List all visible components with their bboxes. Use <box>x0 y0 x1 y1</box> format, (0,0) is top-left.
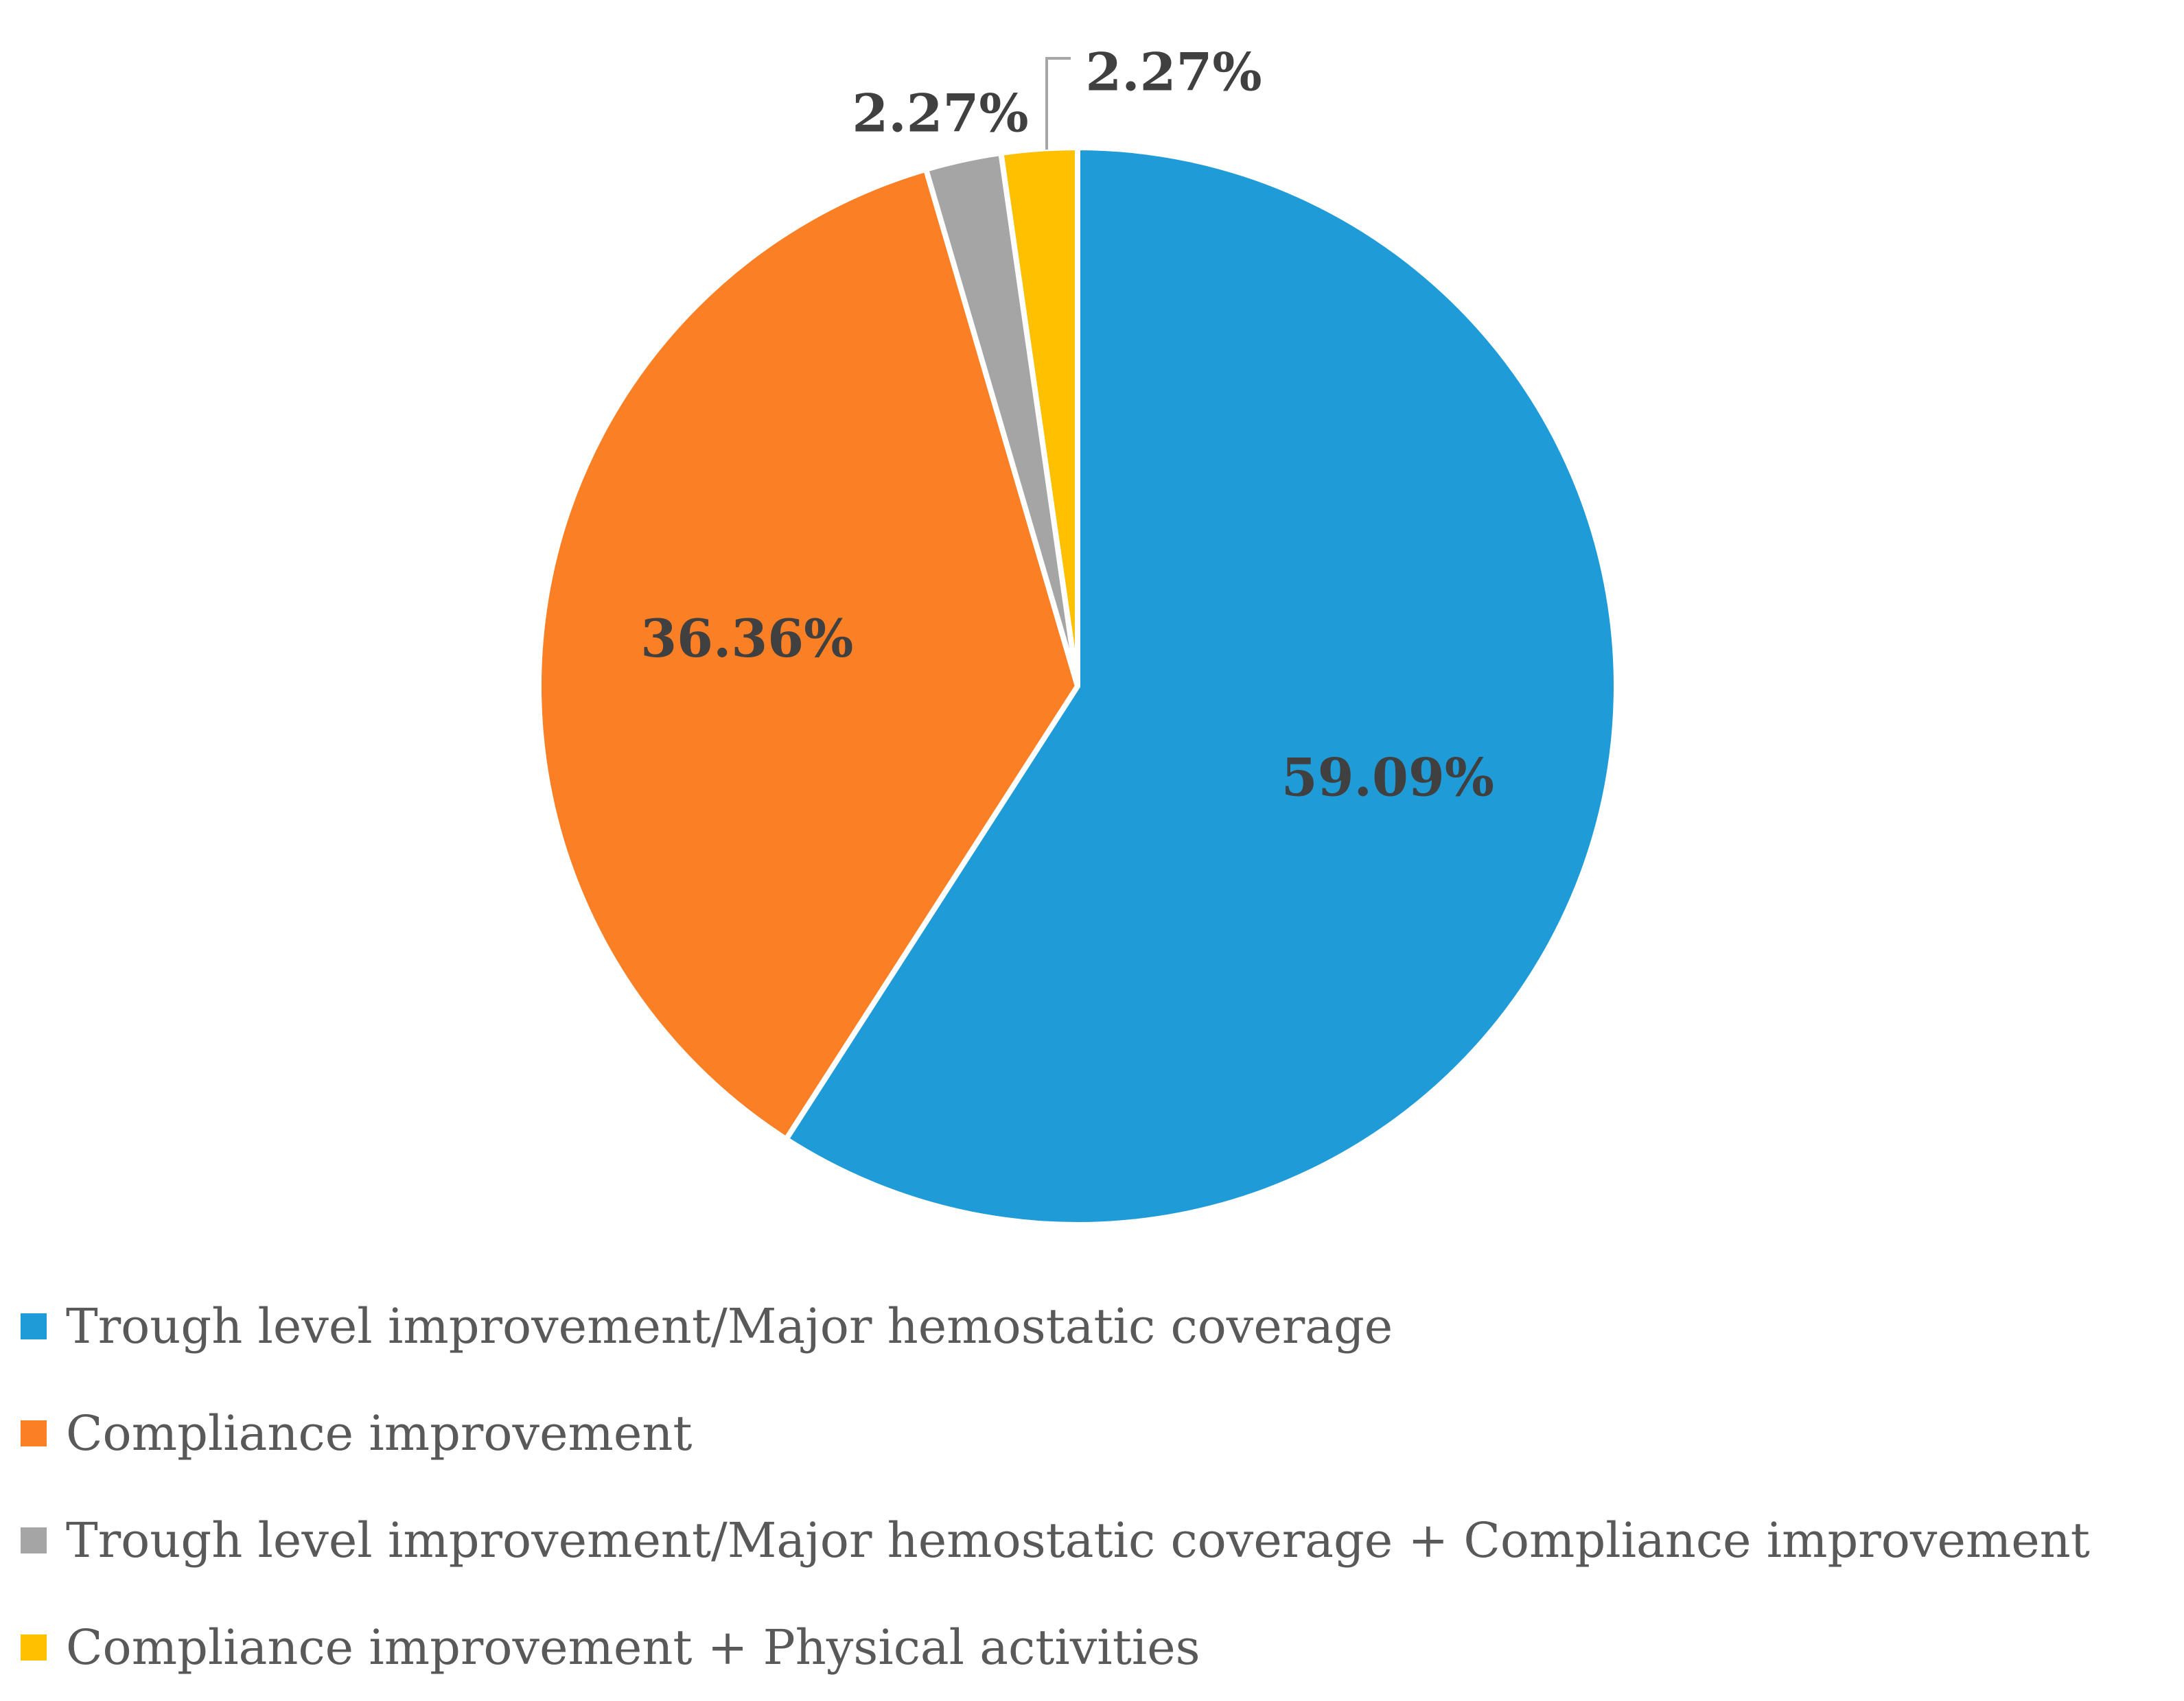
data-label: 59.09% <box>1281 747 1494 808</box>
legend-item: Trough level improvement/Major hemostati… <box>21 1487 2183 1594</box>
legend-swatch <box>21 1420 47 1446</box>
data-label: 36.36% <box>640 608 853 669</box>
legend-label: Compliance improvement + Physical activi… <box>66 1619 1200 1676</box>
pie-slices <box>536 145 1619 1228</box>
legend-swatch <box>21 1527 47 1553</box>
leader-line <box>1045 57 1071 150</box>
legend-label: Trough level improvement/Major hemostati… <box>66 1512 2090 1569</box>
legend-item: Compliance improvement + Physical activi… <box>21 1594 2183 1701</box>
legend-swatch <box>21 1313 47 1339</box>
pie-slice <box>998 145 1080 689</box>
leader-lines <box>1045 57 1071 150</box>
legend-label: Compliance improvement <box>66 1405 693 1462</box>
data-labels: 59.09% 36.36% 2.27% 2.27% <box>640 42 1494 808</box>
pie-slice <box>783 145 1619 1228</box>
pie-slice <box>536 166 1080 1142</box>
legend-item: Trough level improvement/Major hemostati… <box>21 1273 2183 1380</box>
legend-swatch <box>21 1634 47 1661</box>
data-label: 2.27% <box>1085 42 1262 103</box>
legend-item: Compliance improvement <box>21 1380 2183 1487</box>
data-label: 2.27% <box>852 83 1028 144</box>
legend: Trough level improvement/Major hemostati… <box>21 1273 2183 1701</box>
legend-label: Trough level improvement/Major hemostati… <box>66 1298 1393 1354</box>
pie-chart: 59.09% 36.36% 2.27% 2.27% <box>536 41 1619 1228</box>
